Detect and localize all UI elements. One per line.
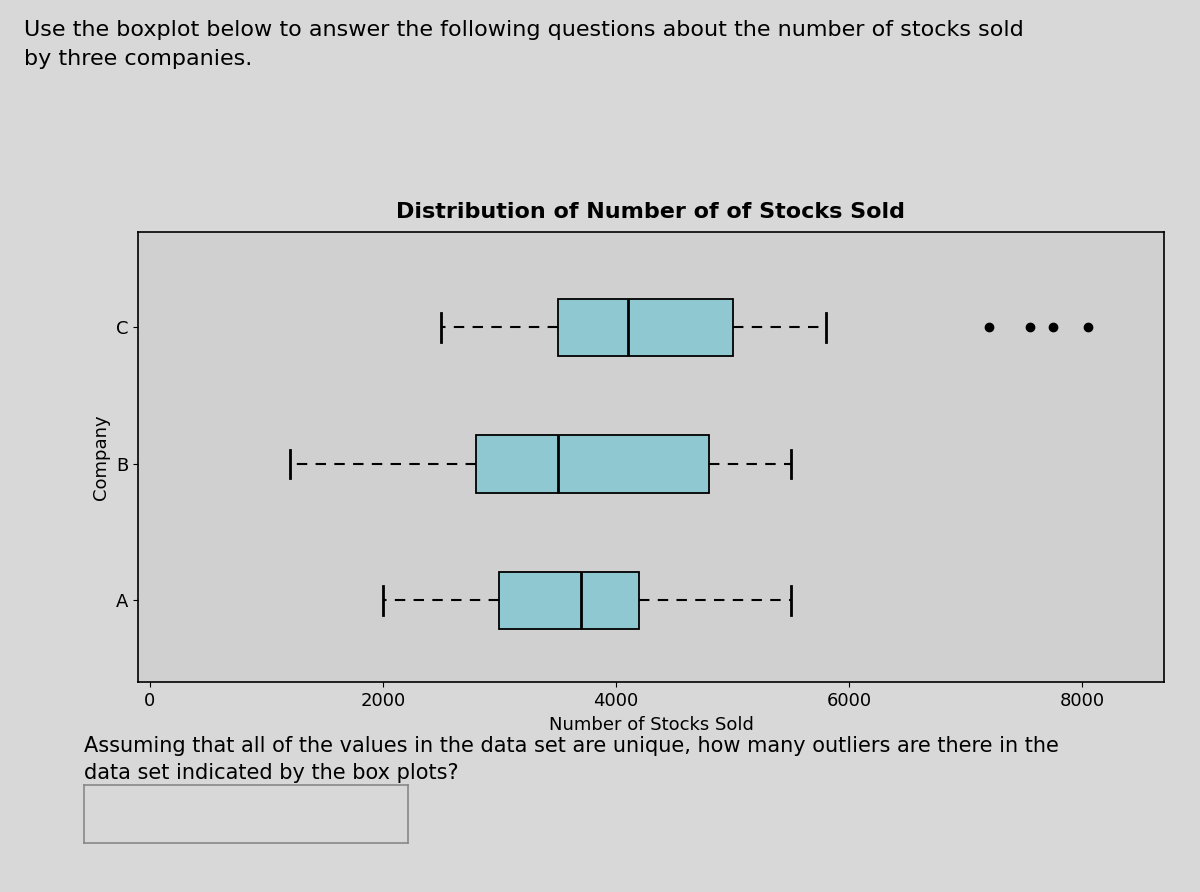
Text: by three companies.: by three companies. [24, 49, 252, 69]
Title: Distribution of Number of of Stocks Sold: Distribution of Number of of Stocks Sold [396, 202, 906, 222]
Y-axis label: Company: Company [92, 415, 110, 500]
PathPatch shape [476, 435, 709, 492]
PathPatch shape [499, 572, 640, 629]
Text: Assuming that all of the values in the data set are unique, how many outliers ar: Assuming that all of the values in the d… [84, 736, 1058, 756]
X-axis label: Number of Stocks Sold: Number of Stocks Sold [548, 715, 754, 733]
Text: data set indicated by the box plots?: data set indicated by the box plots? [84, 763, 458, 782]
Text: Use the boxplot below to answer the following questions about the number of stoc: Use the boxplot below to answer the foll… [24, 20, 1024, 39]
PathPatch shape [558, 299, 733, 356]
